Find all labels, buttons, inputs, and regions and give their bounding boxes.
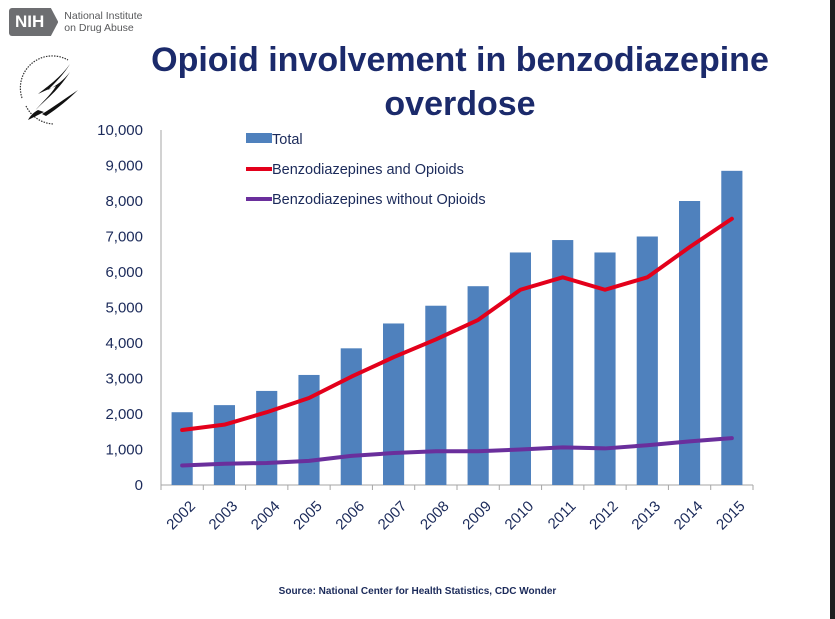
line-benzodiazepines-and-opioids	[180, 216, 734, 432]
x-tick-label: 2008	[417, 498, 453, 534]
bar-total-2011	[552, 240, 574, 485]
y-tick-label: 9,000	[105, 158, 143, 175]
x-tick-label: 2013	[628, 498, 664, 534]
bar-total-2008	[425, 305, 447, 485]
x-tick-label: 2011	[545, 498, 580, 533]
x-tick-label: 2010	[502, 498, 538, 534]
nida-name-line-2: on Drug Abuse	[64, 22, 134, 34]
bar-total-2002	[171, 412, 193, 485]
x-tick-label: 2002	[163, 498, 199, 534]
y-tick-label: 2,000	[105, 406, 143, 423]
nida-name: National Institute on Drug Abuse	[64, 10, 142, 34]
x-tick-label: 2009	[459, 498, 495, 534]
y-tick-label: 10,000	[97, 122, 143, 139]
y-tick-label: 1,000	[105, 442, 143, 459]
x-tick-label: 2014	[671, 498, 707, 534]
window-edge	[830, 0, 835, 619]
bar-total-2012	[594, 252, 616, 485]
x-tick-label: 2007	[375, 498, 411, 534]
chart-legend: Total Benzodiazepines and Opioids Benzodia…	[246, 132, 486, 208]
bar-total-2013	[636, 236, 658, 485]
y-tick-label: 7,000	[105, 229, 143, 246]
x-tick-label: 2015	[713, 498, 749, 534]
bar-total-2010	[509, 252, 531, 485]
source-note: Source: National Center for Health Stati…	[278, 586, 557, 597]
x-tick-label: 2005	[290, 498, 326, 534]
legend-label-benzodiazepines-and-opioids: Benzodiazepines and Opioids	[272, 162, 464, 178]
y-tick-label: 5,000	[105, 300, 143, 317]
y-tick-label: 6,000	[105, 264, 143, 281]
slide-title: Opioid involvement in benzodiazepine ove…	[151, 41, 769, 123]
y-tick-labels: 0 1,000 2,000 3,000 4,000 5,000 6,000 7,000 8,00…	[97, 122, 143, 494]
bar-total-2006	[340, 348, 362, 485]
x-tick-label: 2012	[586, 498, 622, 534]
nida-name-line-1: National Institute	[64, 10, 143, 22]
bar-total-2003	[213, 405, 235, 485]
x-tick-label: 2006	[332, 498, 368, 534]
y-tick-label: 0	[135, 477, 143, 494]
bar-total-2004	[256, 390, 278, 485]
legend-label-benzodiazepines-without-opioids: Benzodiazepines without Opioids	[272, 192, 486, 208]
y-tick-label: 4,000	[105, 335, 143, 352]
line-series	[180, 216, 734, 468]
chart-axes	[160, 130, 754, 490]
line-benzodiazepines-without-opioids	[180, 436, 734, 468]
x-tick-label: 2003	[206, 498, 242, 534]
bar-total-2005	[298, 374, 320, 485]
bar-total-2014	[679, 201, 701, 485]
nih-badge: NIH	[9, 8, 59, 36]
bar-total-2015	[721, 170, 743, 485]
bar-total-2007	[383, 323, 405, 485]
x-tick-labels: 2002 2003 2004 2005 2006 2007 2008 2009 2010 2011…	[163, 498, 748, 534]
nih-nida-logo: NIH National Institute on Drug Abuse	[9, 8, 143, 36]
x-tick-label: 2004	[248, 498, 284, 534]
y-tick-label: 3,000	[105, 371, 143, 388]
legend-label-total: Total	[272, 132, 303, 148]
y-tick-label: 8,000	[105, 193, 143, 210]
legend-swatch-total	[246, 133, 272, 143]
bar-total-2009	[467, 286, 489, 485]
hhs-eagle-seal-icon	[19, 55, 78, 125]
